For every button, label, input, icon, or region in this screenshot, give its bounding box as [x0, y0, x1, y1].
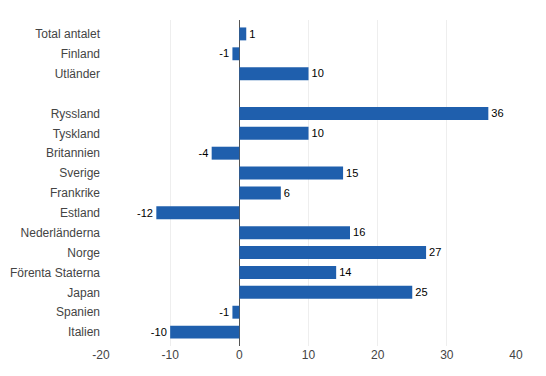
svg-text:Finland: Finland — [61, 47, 100, 61]
svg-text:Norge: Norge — [67, 246, 100, 260]
svg-text:-10: -10 — [161, 348, 179, 362]
svg-text:Spanien: Spanien — [56, 305, 100, 319]
svg-text:-4: -4 — [199, 147, 209, 159]
svg-text:Frankrike: Frankrike — [50, 186, 100, 200]
svg-text:Tyskland: Tyskland — [53, 127, 100, 141]
svg-text:-10: -10 — [151, 326, 167, 338]
svg-text:Italien: Italien — [68, 325, 100, 339]
svg-text:40: 40 — [509, 348, 523, 362]
svg-text:-20: -20 — [92, 348, 110, 362]
svg-text:16: 16 — [353, 226, 365, 238]
svg-text:36: 36 — [491, 107, 503, 119]
svg-text:Sverige: Sverige — [59, 166, 100, 180]
svg-text:10: 10 — [302, 348, 316, 362]
svg-text:Utländer: Utländer — [55, 67, 100, 81]
svg-text:30: 30 — [440, 348, 454, 362]
svg-text:10: 10 — [312, 127, 324, 139]
svg-text:Estland: Estland — [60, 206, 100, 220]
svg-text:Total antalet: Total antalet — [35, 27, 100, 41]
svg-text:10: 10 — [312, 67, 324, 79]
svg-text:Britannien: Britannien — [46, 146, 100, 160]
svg-text:0: 0 — [236, 348, 243, 362]
svg-text:Förenta Staterna: Förenta Staterna — [10, 266, 100, 280]
svg-text:-12: -12 — [137, 207, 153, 219]
svg-text:6: 6 — [284, 187, 290, 199]
svg-text:14: 14 — [339, 266, 351, 278]
svg-text:25: 25 — [415, 286, 427, 298]
svg-text:Nederländerna: Nederländerna — [21, 226, 101, 240]
svg-text:-1: -1 — [219, 47, 229, 59]
svg-text:Japan: Japan — [67, 286, 100, 300]
svg-text:Ryssland: Ryssland — [51, 107, 100, 121]
svg-text:1: 1 — [249, 28, 255, 40]
svg-text:27: 27 — [429, 246, 441, 258]
svg-text:15: 15 — [346, 167, 358, 179]
svg-text:-1: -1 — [219, 306, 229, 318]
svg-text:20: 20 — [371, 348, 385, 362]
